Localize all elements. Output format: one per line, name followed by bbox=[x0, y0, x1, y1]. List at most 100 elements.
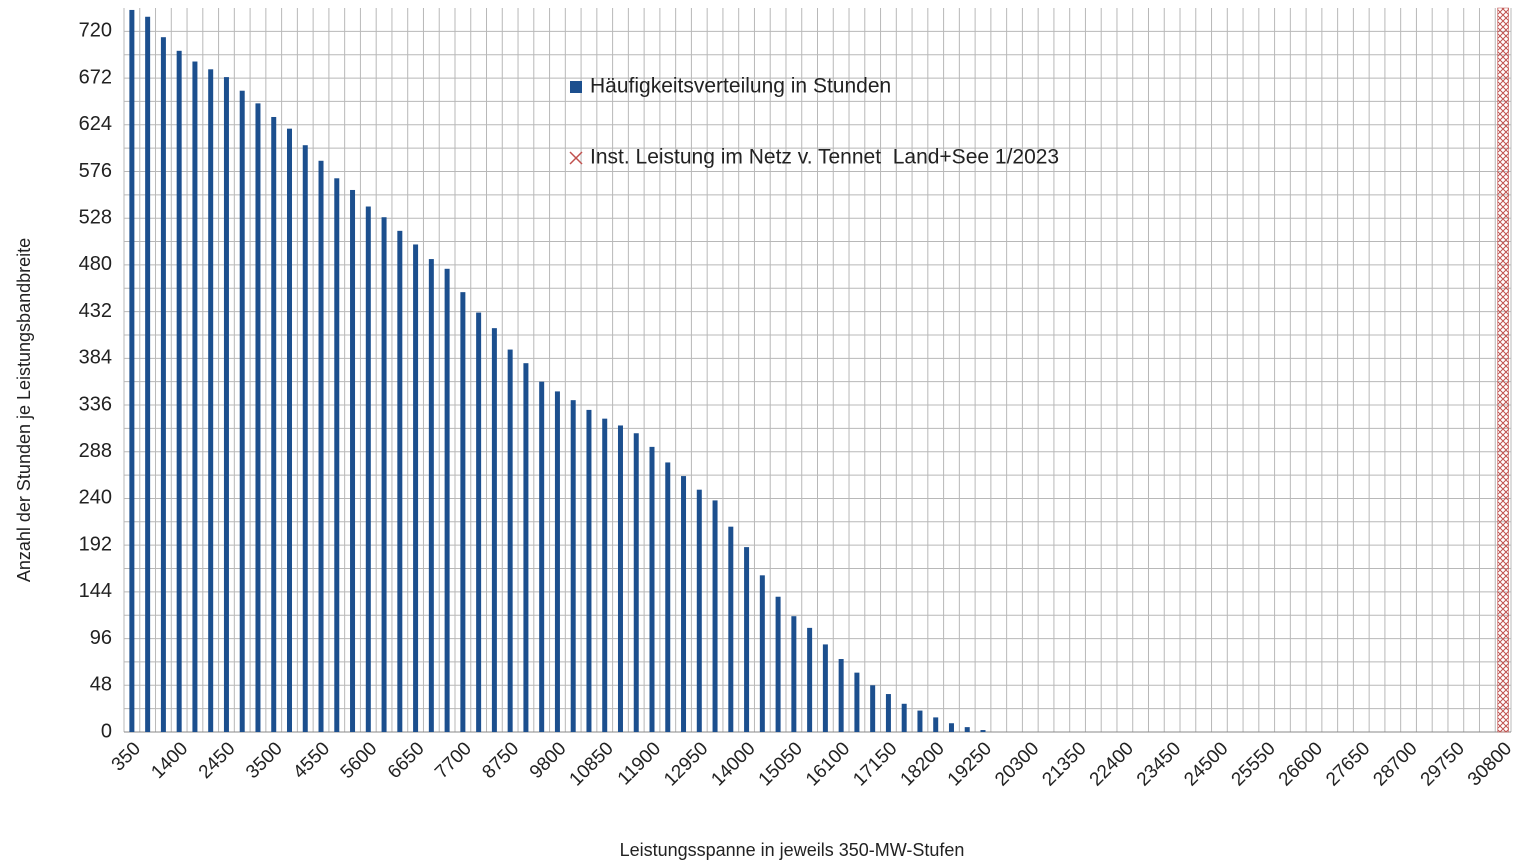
y-tick-label: 432 bbox=[79, 300, 112, 322]
bar bbox=[696, 489, 702, 732]
bar bbox=[885, 694, 891, 732]
bar bbox=[744, 547, 750, 732]
x-tick-label: 3500 bbox=[242, 738, 287, 783]
x-tick-label: 21350 bbox=[1038, 738, 1090, 790]
bar bbox=[681, 476, 687, 732]
x-tick-label: 2450 bbox=[195, 738, 240, 783]
bar bbox=[1497, 7, 1509, 733]
x-tick-label: 24500 bbox=[1180, 738, 1232, 790]
x-tick-label: 6650 bbox=[384, 738, 429, 783]
legend-marker-x bbox=[569, 151, 583, 165]
bar bbox=[775, 596, 781, 732]
x-tick-label: 4550 bbox=[289, 738, 334, 783]
bar bbox=[318, 160, 324, 733]
x-tick-label: 26600 bbox=[1275, 738, 1327, 790]
bar bbox=[223, 77, 229, 732]
legend-swatch bbox=[570, 81, 582, 93]
bar bbox=[208, 69, 214, 732]
bar bbox=[302, 145, 308, 733]
bar bbox=[491, 328, 497, 732]
bar bbox=[870, 685, 876, 732]
bar bbox=[271, 116, 277, 732]
x-tick-label: 8750 bbox=[478, 738, 523, 783]
legend-label: Häufigkeitsverteilung in Stunden bbox=[590, 75, 891, 98]
y-tick-label: 576 bbox=[79, 160, 112, 182]
bar bbox=[160, 37, 166, 733]
y-tick-label: 336 bbox=[79, 393, 112, 415]
x-tick-label: 20300 bbox=[991, 738, 1043, 790]
bar bbox=[523, 363, 529, 732]
bar bbox=[964, 727, 970, 732]
y-tick-label: 96 bbox=[90, 627, 112, 649]
bar bbox=[728, 526, 734, 732]
bar bbox=[586, 409, 592, 732]
bar bbox=[570, 400, 576, 732]
x-tick-label: 5600 bbox=[337, 738, 382, 783]
bar bbox=[286, 128, 292, 732]
bar bbox=[539, 381, 545, 732]
bar bbox=[334, 178, 340, 732]
y-tick-label: 384 bbox=[79, 347, 112, 369]
bar bbox=[822, 644, 828, 732]
bar bbox=[255, 103, 261, 732]
x-tick-label: 9800 bbox=[526, 738, 571, 783]
y-tick-label: 192 bbox=[79, 533, 112, 555]
bar bbox=[129, 9, 135, 733]
bar bbox=[617, 425, 623, 732]
bar bbox=[759, 575, 765, 732]
bar bbox=[192, 61, 198, 733]
bar bbox=[665, 462, 671, 732]
bar bbox=[807, 627, 813, 732]
x-axis-title: Leistungsspanne in jeweils 350-MW-Stufen bbox=[620, 840, 965, 860]
y-tick-label: 480 bbox=[79, 253, 112, 275]
bar bbox=[239, 90, 245, 732]
bar bbox=[554, 391, 560, 732]
bar bbox=[350, 189, 356, 732]
x-tick-label: 11900 bbox=[614, 738, 665, 789]
bar bbox=[444, 268, 450, 732]
bar bbox=[145, 16, 151, 733]
x-tick-label: 14000 bbox=[707, 738, 759, 790]
x-tick-label: 16100 bbox=[802, 738, 854, 790]
x-tick-label: 10850 bbox=[566, 738, 618, 790]
bar bbox=[397, 230, 403, 732]
bar bbox=[428, 259, 434, 732]
x-tick-label: 27650 bbox=[1322, 738, 1374, 790]
bar bbox=[917, 710, 923, 732]
bar bbox=[365, 206, 371, 733]
bar bbox=[633, 433, 639, 732]
bar bbox=[712, 500, 718, 732]
x-tick-label: 30800 bbox=[1464, 738, 1516, 790]
x-tick-label: 18200 bbox=[897, 738, 949, 790]
x-tick-label: 7700 bbox=[431, 738, 476, 783]
legend-label: Inst. Leistung im Netz v. Tennet Land+Se… bbox=[590, 146, 1059, 169]
y-tick-label: 624 bbox=[79, 113, 112, 135]
bar bbox=[176, 50, 182, 733]
y-tick-label: 288 bbox=[79, 440, 112, 462]
y-tick-label: 528 bbox=[79, 206, 112, 228]
bar bbox=[791, 616, 797, 732]
bar bbox=[854, 672, 860, 732]
bar bbox=[507, 349, 513, 732]
x-tick-label: 28700 bbox=[1369, 738, 1421, 790]
y-tick-label: 0 bbox=[101, 720, 112, 742]
y-axis-title: Anzahl der Stunden je Leistungsbandbreit… bbox=[14, 238, 34, 582]
bar bbox=[460, 292, 466, 732]
y-tick-label: 720 bbox=[79, 20, 112, 42]
x-tick-label: 19250 bbox=[944, 738, 996, 790]
x-tick-label: 1400 bbox=[148, 738, 193, 783]
y-tick-label: 240 bbox=[79, 487, 112, 509]
x-tick-label: 25550 bbox=[1228, 738, 1280, 790]
legend-marker bbox=[569, 151, 583, 165]
bar bbox=[980, 730, 986, 732]
bar bbox=[381, 217, 387, 732]
y-tick-label: 48 bbox=[90, 674, 112, 696]
bar bbox=[476, 312, 482, 732]
bar bbox=[838, 659, 844, 732]
y-tick-label: 144 bbox=[79, 580, 112, 602]
y-tick-label: 672 bbox=[79, 66, 112, 88]
bar bbox=[649, 446, 655, 732]
bar bbox=[413, 244, 419, 732]
